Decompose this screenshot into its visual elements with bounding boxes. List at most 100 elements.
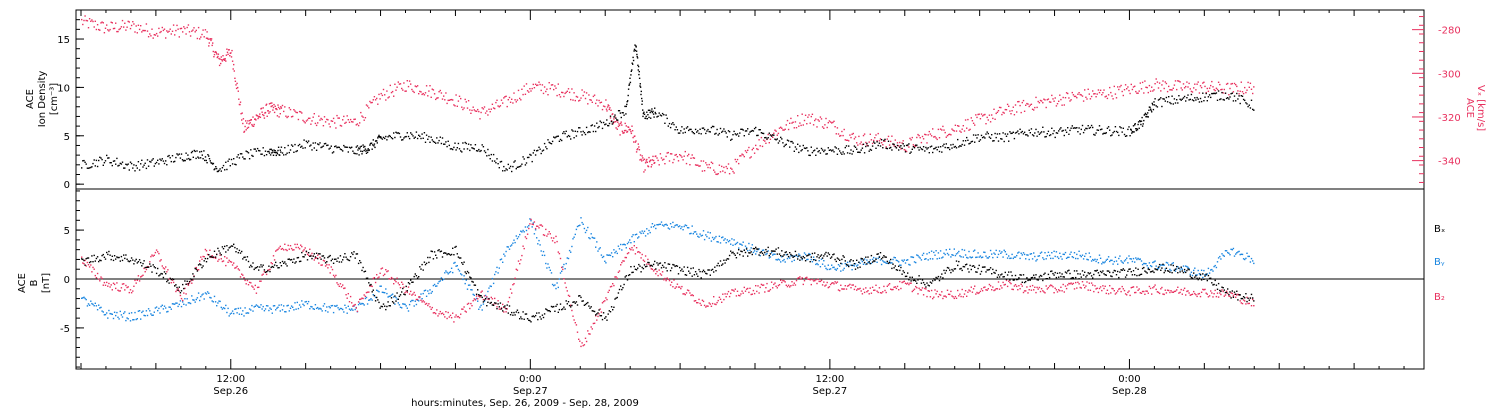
- vx-point: [419, 90, 421, 93]
- by-point: [537, 243, 539, 245]
- vx-point: [119, 27, 121, 30]
- bz-point: [1017, 289, 1019, 291]
- bz-point: [590, 326, 592, 328]
- bz-point: [387, 270, 389, 272]
- bz-point: [420, 299, 422, 301]
- bx-point: [638, 263, 640, 266]
- ion-density-point: [1145, 113, 1148, 116]
- ion-density-point: [568, 135, 571, 138]
- vx-point: [376, 97, 378, 100]
- ion-density-point: [564, 132, 566, 135]
- bz-point: [945, 296, 947, 298]
- ion-density-point: [359, 148, 361, 150]
- bz-point: [892, 288, 894, 291]
- vx-point: [155, 32, 158, 35]
- by-point: [1194, 267, 1196, 269]
- bx-point: [376, 296, 378, 299]
- bz-point: [725, 296, 727, 298]
- by-point: [203, 298, 205, 300]
- bz-point: [500, 307, 503, 309]
- ion-density-point: [1043, 131, 1045, 133]
- ion-density-point: [1156, 106, 1159, 108]
- by-point: [582, 223, 584, 225]
- ion-density-point: [986, 131, 988, 133]
- bz-point: [526, 233, 529, 235]
- vx-point: [346, 115, 348, 117]
- vx-point: [887, 135, 890, 138]
- bz-point: [431, 306, 433, 309]
- by-point: [1221, 253, 1223, 255]
- bz-point: [820, 279, 823, 282]
- bx-point: [456, 253, 458, 255]
- bz-point: [787, 284, 790, 286]
- ion-density-point: [757, 134, 759, 137]
- ion-density-point: [514, 160, 516, 162]
- bz-point: [81, 256, 83, 258]
- ion-density-point: [944, 146, 946, 149]
- bz-point: [1085, 285, 1087, 287]
- bz-point: [1143, 290, 1145, 293]
- vx-point: [332, 117, 335, 120]
- by-point: [1190, 271, 1193, 273]
- vx-point: [840, 134, 842, 137]
- ion-density-point: [688, 129, 690, 132]
- ion-density-point: [284, 147, 286, 149]
- ion-density-point: [604, 123, 606, 126]
- ion-density-point: [319, 142, 321, 144]
- by-point: [549, 269, 551, 271]
- ion-density-point: [736, 133, 739, 135]
- ion-density-point: [1141, 116, 1143, 119]
- vx-point: [533, 87, 536, 89]
- vx-point: [246, 122, 248, 124]
- bz-point: [224, 256, 226, 258]
- bz-point: [404, 292, 406, 294]
- ion-density-point: [939, 146, 942, 148]
- bx-point: [574, 302, 576, 304]
- by-point: [472, 293, 474, 296]
- bz-point: [1104, 285, 1106, 287]
- ion-density-point: [1181, 98, 1183, 100]
- by-point: [829, 268, 832, 270]
- bz-point: [1185, 294, 1187, 296]
- bx-point: [143, 260, 145, 262]
- ion-density-point: [575, 135, 578, 137]
- ion-density-point: [1177, 102, 1179, 104]
- vx-point: [465, 101, 467, 103]
- bz-point: [871, 286, 874, 288]
- ion-density-point: [977, 134, 979, 136]
- by-point: [640, 232, 642, 235]
- ion-density-point: [608, 122, 611, 125]
- by-point: [782, 260, 784, 262]
- ion-density-point: [774, 138, 776, 140]
- by-point: [1233, 255, 1236, 257]
- by-point: [850, 264, 852, 266]
- ion-density-point: [222, 164, 225, 167]
- vx-point: [516, 99, 519, 101]
- vx-point: [661, 159, 664, 161]
- vx-point: [135, 25, 137, 27]
- vx-point: [642, 159, 645, 161]
- ion-density-point: [780, 136, 782, 139]
- bz-point: [910, 282, 912, 284]
- bz-point: [151, 254, 153, 256]
- ion-density-point: [112, 160, 115, 162]
- bx-point: [206, 257, 209, 260]
- ion-density-point: [1039, 132, 1042, 134]
- vx-point: [1006, 103, 1009, 106]
- by-point: [902, 260, 904, 263]
- bz-point: [918, 287, 920, 289]
- by-point: [404, 303, 406, 306]
- vx-point: [231, 49, 233, 52]
- bx-point: [534, 314, 537, 317]
- vx-point: [216, 53, 218, 55]
- by-point: [1169, 268, 1171, 271]
- vx-point: [716, 173, 718, 176]
- ion-density-point: [626, 103, 628, 106]
- by-point: [126, 317, 128, 319]
- ion-density-point: [158, 163, 160, 165]
- by-point: [1188, 267, 1190, 270]
- vx-point: [371, 101, 373, 104]
- bz-point: [641, 253, 643, 256]
- by-point: [587, 226, 589, 229]
- vx-point: [149, 33, 151, 35]
